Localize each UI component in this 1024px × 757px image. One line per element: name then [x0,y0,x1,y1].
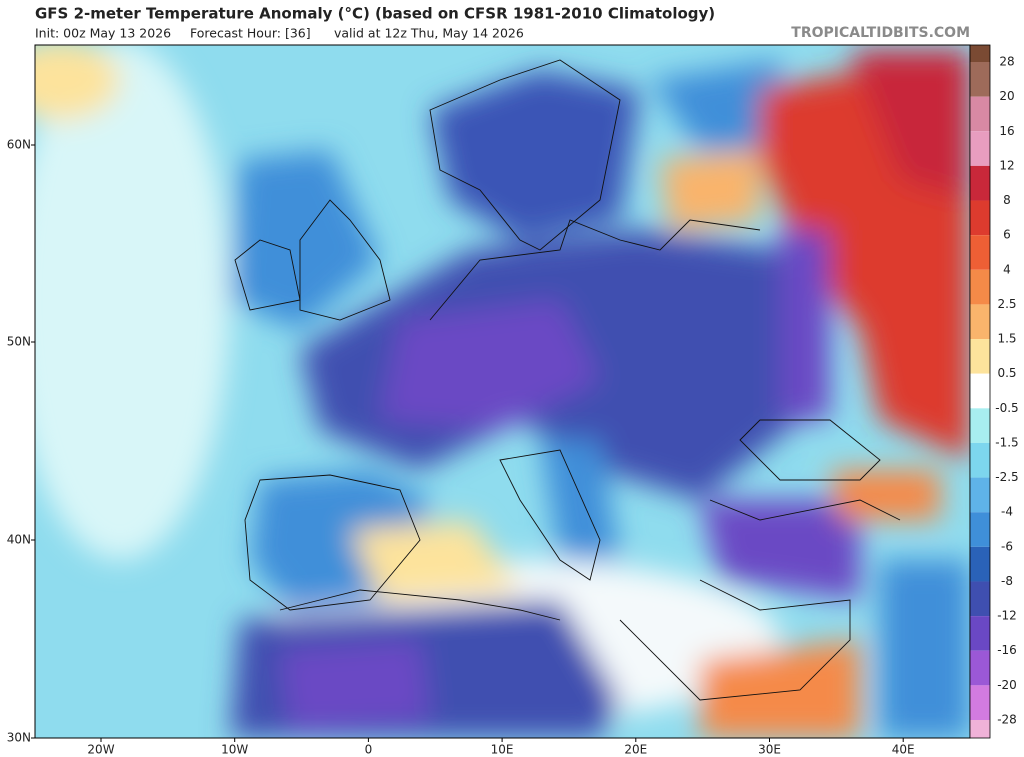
colorbar-swatch [970,685,990,720]
colorbar-label: -8 [1001,574,1013,588]
colorbar-swatch [970,373,990,409]
title: GFS 2-meter Temperature Anomaly (°C) (ba… [35,5,715,23]
colorbar-swatch [970,304,990,340]
colorbar-label: -20 [997,678,1017,692]
lon-label: 20W [87,743,114,757]
colorbar: 28 20 16 12 8 6 4 2.5 1.5 0.5 -0.5 -1.5 -2.5 -4 -6 -8 -1… [969,44,1019,739]
lon-label: 30E [758,743,781,757]
credit: TROPICALTIDBITS.COM [791,25,970,41]
colorbar-swatch [970,650,990,686]
colorbar-label: -12 [997,609,1017,623]
colorbar-label: 1.5 [997,332,1016,346]
colorbar-label: 4 [1003,262,1011,276]
colorbar-label: -28 [997,713,1017,727]
colorbar-label: 20 [999,89,1014,103]
colorbar-swatch [970,45,990,62]
lon-label: 0 [365,743,373,757]
colorbar-swatch [970,616,990,651]
colorbar-swatch [970,339,990,374]
colorbar-swatch [970,165,990,201]
colorbar-swatch [970,200,990,236]
colorbar-swatch [970,408,990,443]
lat-label: 30N [7,731,31,745]
colorbar-label: -16 [997,643,1017,657]
colorbar-swatch [970,269,990,305]
lon-label: 10W [221,743,248,757]
colorbar-label: 28 [999,55,1014,69]
colorbar-swatch [970,477,990,513]
colorbar-swatch [970,581,990,617]
lat-label: 40N [7,533,31,547]
colorbar-swatch [970,512,990,547]
lat-label: 60N [7,138,31,152]
colorbar-swatch [970,131,990,166]
colorbar-label: 8 [1003,193,1011,207]
colorbar-label: 16 [999,124,1014,138]
map [35,45,970,738]
lon-label: 20E [624,743,647,757]
colorbar-swatch [970,235,990,270]
colorbar-label: 0.5 [997,366,1016,380]
forecast-hour: Forecast Hour: [36] [190,26,311,41]
coastlines [234,59,901,701]
colorbar-label: 12 [999,158,1014,172]
colorbar-swatch [970,96,990,132]
colorbar-label: -1.5 [995,435,1018,449]
colorbar-label: -2.5 [995,470,1018,484]
colorbar-label: -6 [1001,539,1013,553]
colorbar-swatch [970,62,990,97]
valid-time: valid at 12z Thu, May 14 2026 [334,26,524,41]
lat-label: 50N [7,335,31,349]
init-time: Init: 00z May 13 2026 [35,26,171,41]
lon-label: 10E [491,743,514,757]
colorbar-label: 6 [1003,228,1011,242]
colorbar-label: 2.5 [997,297,1016,311]
colorbar-swatch [970,442,990,478]
lon-label: 40E [892,743,915,757]
colorbar-frame [969,44,991,739]
colorbar-swatch [970,546,990,582]
colorbar-label: -4 [1001,505,1013,519]
colorbar-label: -0.5 [995,401,1018,415]
colorbar-swatch [970,720,990,738]
